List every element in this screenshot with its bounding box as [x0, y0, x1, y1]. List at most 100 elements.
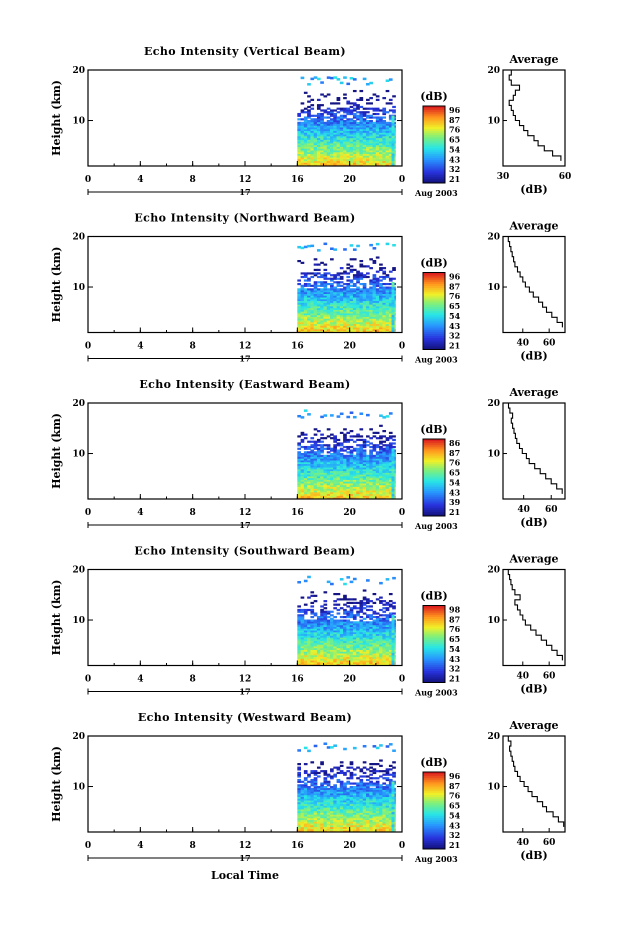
- heatmap-cell: [339, 153, 344, 156]
- heatmap-cell: [300, 796, 305, 799]
- colorbar-segment: [423, 309, 445, 312]
- heatmap-cell: [346, 275, 351, 279]
- heatmap-cell: [303, 316, 308, 319]
- heatmap-cell: [352, 486, 357, 489]
- heatmap-cell: [372, 476, 377, 479]
- heatmap-cell: [316, 143, 321, 146]
- heatmap-cell: [343, 654, 347, 658]
- heatmap-cell: [313, 490, 318, 493]
- heatmap-cell: [333, 248, 337, 251]
- heatmap-cell: [375, 298, 380, 302]
- heatmap-cell: [320, 644, 324, 647]
- heatmap-cell: [313, 812, 318, 815]
- heatmap-cell: [326, 330, 331, 333]
- heatmap-cell: [349, 120, 354, 123]
- heatmap-cell: [369, 307, 373, 310]
- heatmap-cell: [313, 633, 318, 636]
- colorbar-segment: [423, 467, 445, 471]
- heatmap-cell: [375, 123, 380, 126]
- heatmap-cell: [316, 307, 321, 310]
- heatmap-cell: [339, 309, 344, 312]
- heatmap-cell: [379, 424, 383, 427]
- heatmap-cell: [369, 130, 373, 133]
- heatmap-cell: [323, 483, 328, 486]
- heatmap-cell: [359, 823, 364, 826]
- heatmap-cell: [326, 819, 331, 822]
- heatmap-cell: [320, 444, 324, 447]
- heatmap-cell: [352, 121, 357, 124]
- heatmap-cell: [310, 330, 315, 333]
- heatmap-cell: [372, 313, 377, 316]
- heatmap-cell: [369, 137, 373, 140]
- heatmap-cell: [333, 295, 337, 298]
- heatmap-cell: [391, 468, 395, 472]
- heatmap-cell: [300, 453, 305, 456]
- heatmap-cell: [346, 321, 351, 325]
- heatmap-cell: [310, 295, 315, 298]
- colorbar-segment: [423, 622, 445, 626]
- heatmap-cell: [343, 477, 347, 480]
- heatmap-cell: [300, 658, 305, 661]
- heatmap-cell: [369, 658, 373, 661]
- heatmap-cell: [326, 467, 331, 470]
- heatmap-cell: [379, 153, 383, 156]
- heatmap-cell: [349, 796, 354, 799]
- heatmap-cell: [307, 146, 311, 149]
- heatmap-cell: [346, 286, 351, 289]
- heatmap-cell: [303, 297, 308, 300]
- heatmap-cell: [372, 300, 377, 303]
- heatmap-cell: [336, 484, 341, 488]
- heatmap-cell: [310, 313, 315, 316]
- colorbar-segment: [423, 107, 445, 111]
- heatmap-cell: [379, 642, 383, 645]
- heatmap-cell: [336, 628, 341, 631]
- heatmap-cell: [330, 288, 334, 291]
- heatmap-cell: [297, 313, 301, 316]
- heatmap-cell: [346, 134, 351, 137]
- heatmap-cell: [310, 646, 315, 649]
- heatmap-cell: [303, 579, 308, 583]
- heatmap-cell: [339, 431, 344, 434]
- heatmap-cell: [356, 626, 360, 629]
- heatmap-cell: [320, 770, 324, 773]
- heatmap-cell: [343, 321, 347, 325]
- heatmap-cell: [388, 461, 393, 465]
- heatmap-cell: [362, 123, 367, 126]
- heatmap-cell: [343, 819, 347, 822]
- heatmap-cell: [303, 437, 308, 440]
- heatmap-cell: [372, 624, 377, 627]
- heatmap-cell: [392, 95, 396, 98]
- heatmap-cell: [300, 794, 305, 798]
- heatmap-cell: [313, 162, 318, 165]
- heatmap-cell: [379, 442, 383, 445]
- heatmap-cell: [375, 633, 380, 636]
- heatmap-cell: [320, 468, 324, 472]
- x-tick-label: 8: [190, 508, 196, 518]
- average-title: Average: [508, 386, 558, 399]
- heatmap-cell: [366, 307, 370, 310]
- heatmap-cell: [303, 647, 308, 650]
- heatmap-cell: [343, 771, 347, 775]
- heatmap-cell: [369, 458, 373, 461]
- heatmap-cell: [316, 275, 321, 279]
- heatmap-cell: [385, 130, 390, 133]
- heatmap-cell: [372, 644, 377, 647]
- heatmap-cell: [346, 803, 351, 806]
- heatmap-cell: [339, 164, 344, 167]
- colorbar-segment: [423, 138, 445, 142]
- heatmap-cell: [297, 828, 301, 831]
- heatmap-cell: [382, 297, 387, 300]
- heatmap-cell: [326, 628, 331, 631]
- heatmap-cell: [382, 614, 387, 617]
- heatmap-cell: [316, 793, 321, 796]
- heatmap-cell: [303, 495, 308, 498]
- heatmap-cell: [362, 449, 367, 452]
- heatmap-cell: [326, 128, 331, 132]
- heatmap-cell: [303, 479, 308, 482]
- heatmap-cell: [307, 476, 311, 479]
- heatmap-cell: [307, 137, 311, 140]
- heatmap-cell: [323, 111, 328, 114]
- heatmap-cell: [310, 244, 315, 248]
- heatmap-cell: [349, 330, 354, 333]
- heatmap-cell: [307, 787, 311, 790]
